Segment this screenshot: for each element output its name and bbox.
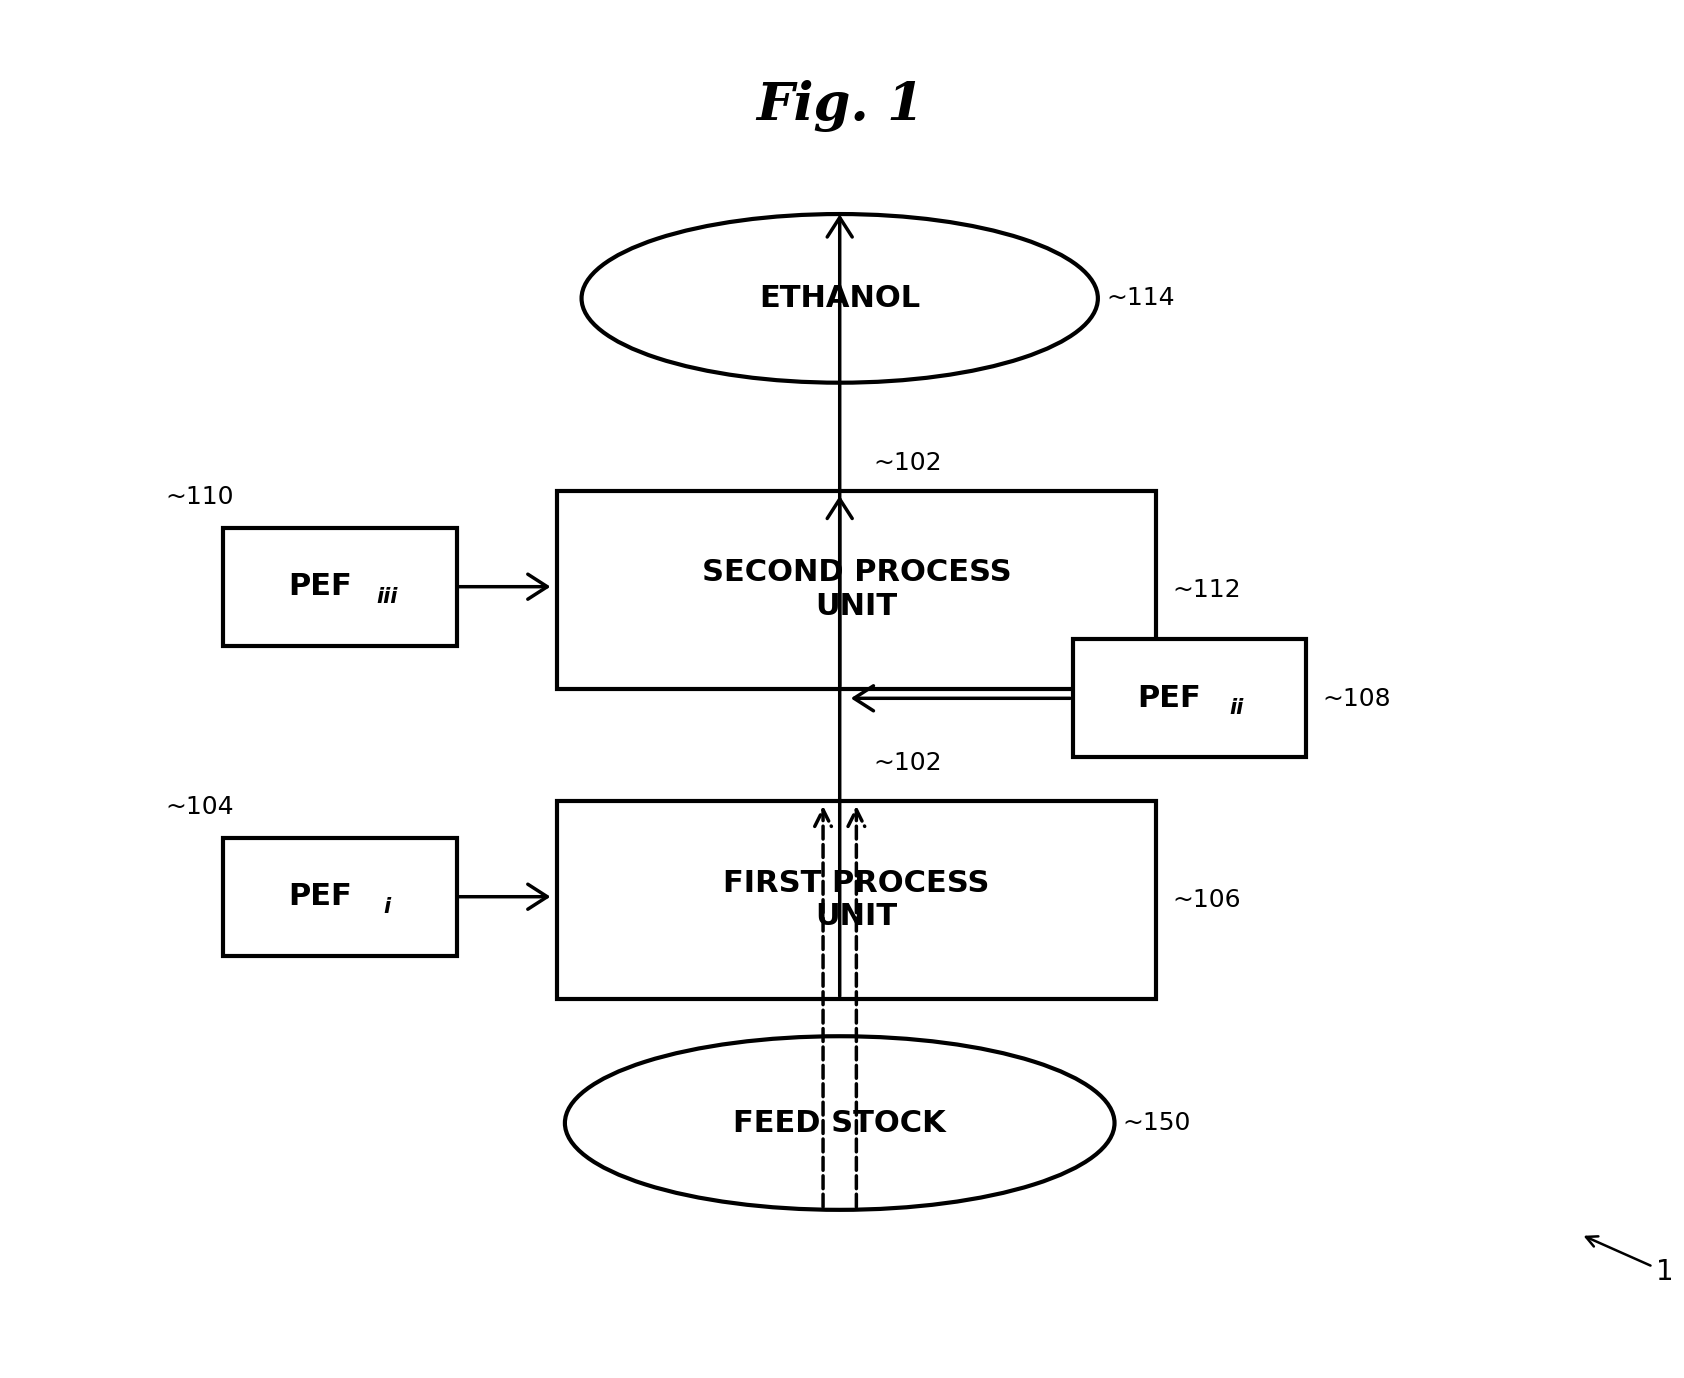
Text: PEF: PEF [1138,683,1201,712]
Text: FIRST PROCESS
UNIT: FIRST PROCESS UNIT [722,868,990,932]
Text: Fig. 1: Fig. 1 [756,80,923,132]
Text: ~114: ~114 [1106,287,1175,310]
Text: ~102: ~102 [872,751,941,776]
Text: ~108: ~108 [1322,686,1391,711]
Text: ~104: ~104 [165,795,234,819]
Text: PEF: PEF [288,882,352,911]
Text: ~106: ~106 [1172,887,1241,912]
Text: PEF: PEF [288,572,352,601]
Bar [224,528,456,646]
Text: FEED STOCK: FEED STOCK [733,1108,946,1137]
Text: 1: 1 [1586,1236,1674,1286]
FancyArrowPatch shape [827,218,852,686]
FancyArrowPatch shape [849,810,864,1207]
FancyArrowPatch shape [815,810,832,1207]
Bar [224,838,456,955]
Text: i: i [384,897,391,916]
FancyArrowPatch shape [460,885,547,909]
Ellipse shape [564,1036,1115,1210]
FancyArrowPatch shape [827,499,852,996]
Text: SECOND PROCESS
UNIT: SECOND PROCESS UNIT [702,558,1010,621]
Bar [557,801,1157,999]
Text: iii: iii [376,587,397,606]
Text: ii: ii [1229,699,1243,718]
FancyArrowPatch shape [854,686,1069,711]
Text: ~110: ~110 [165,485,234,508]
Bar [557,491,1157,689]
Text: ~112: ~112 [1172,577,1241,602]
Text: ~150: ~150 [1123,1111,1191,1135]
Bar [1073,639,1307,757]
Text: ETHANOL: ETHANOL [759,284,919,313]
FancyArrowPatch shape [460,575,547,599]
Text: ~102: ~102 [872,452,941,475]
Ellipse shape [581,214,1098,383]
